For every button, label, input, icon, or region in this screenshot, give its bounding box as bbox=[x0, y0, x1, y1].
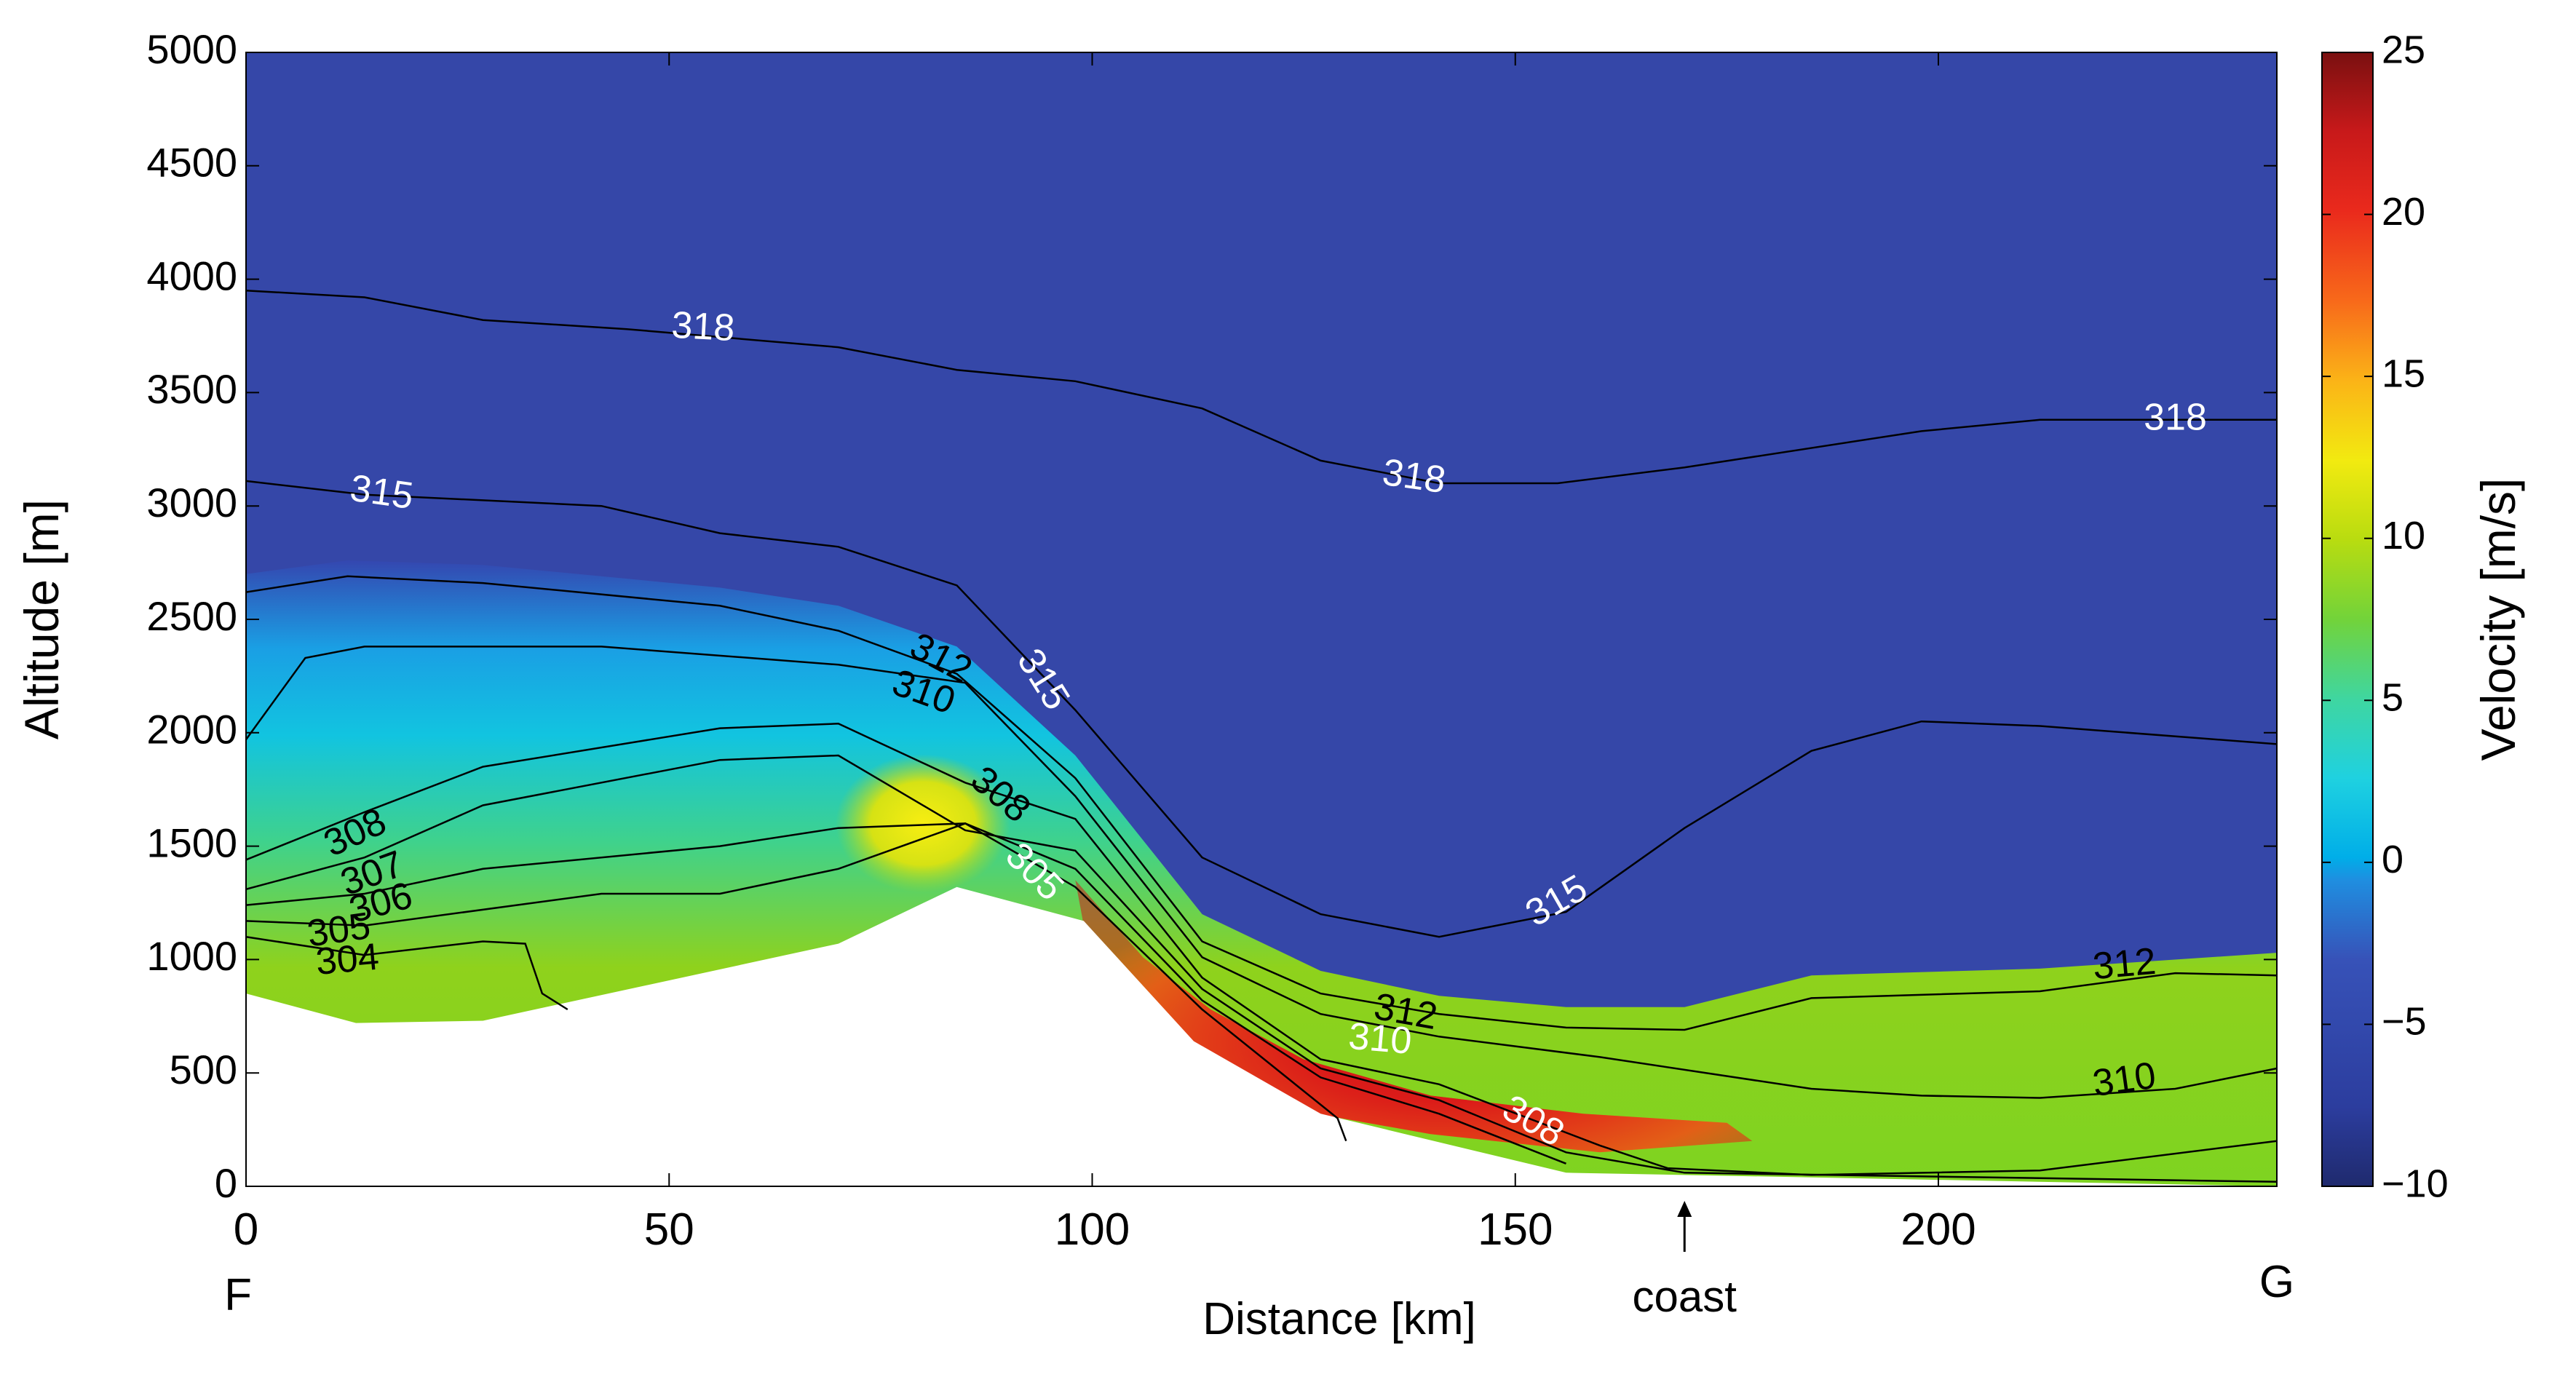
contour-line-307 bbox=[246, 754, 2277, 1183]
contour-label-310: 310 bbox=[2090, 1055, 2158, 1106]
y-tick-label: 4500 bbox=[146, 140, 237, 186]
colorbar-tick-label: 20 bbox=[2382, 190, 2425, 234]
terrain-mask bbox=[246, 886, 2277, 1186]
axes: 0 50 100 150 2000500100015002000250030003500… bbox=[146, 26, 2277, 1255]
end-point-label: G bbox=[2259, 1257, 2294, 1307]
contour-label-318: 318 bbox=[670, 304, 736, 349]
colorbar-ticks: 25 20 15 10 5 0 −5 −10 bbox=[2322, 28, 2449, 1205]
x-axis-label: Distance [km] bbox=[1202, 1294, 1476, 1344]
contour-label-310: 310 bbox=[1347, 1015, 1413, 1063]
y-tick-label: 4000 bbox=[146, 253, 237, 298]
contour-line-315 bbox=[246, 480, 2277, 938]
ridge-wind-maximum bbox=[836, 754, 1010, 893]
contour-318: 318 318 318 bbox=[246, 289, 2277, 502]
contour-line-310 bbox=[246, 646, 2277, 1099]
x-tick-label: 0 bbox=[234, 1205, 258, 1255]
colorbar-tick-label: 15 bbox=[2382, 352, 2425, 395]
colorbar-tick-label: −10 bbox=[2382, 1162, 2449, 1205]
contour-line-308 bbox=[246, 723, 2277, 1176]
y-tick-label: 3500 bbox=[146, 366, 237, 412]
contour-label-304: 304 bbox=[314, 936, 380, 983]
plot-area: 3183183183153153153123123123103103103083… bbox=[246, 52, 2277, 1186]
y-tick-label: 3000 bbox=[146, 480, 237, 525]
contour-line-318 bbox=[246, 289, 2277, 485]
contour-line-312 bbox=[246, 575, 2277, 1031]
contour-line-305 bbox=[246, 822, 1347, 1142]
colorbar-tick-label: −5 bbox=[2382, 1000, 2427, 1044]
contour-label-318: 318 bbox=[2144, 397, 2207, 439]
y-tick-label: 500 bbox=[170, 1047, 237, 1092]
x-tick-label: 100 bbox=[1055, 1205, 1130, 1255]
x-tick-label: 150 bbox=[1478, 1205, 1553, 1255]
start-point-label: F bbox=[224, 1270, 252, 1320]
y-tick-label: 2000 bbox=[146, 707, 237, 753]
y-tick-label: 1500 bbox=[146, 820, 237, 865]
x-tick-label: 50 bbox=[644, 1205, 694, 1255]
x-tick-label: 200 bbox=[1901, 1205, 1975, 1255]
contour-label-318: 318 bbox=[1380, 451, 1448, 502]
colorbar-gradient bbox=[2321, 52, 2374, 1187]
contour-label-315: 315 bbox=[347, 467, 416, 518]
colorbar-label: Velocity [m/s] bbox=[2471, 478, 2525, 761]
contour-label-312: 312 bbox=[2091, 940, 2157, 988]
coast-marker: coast bbox=[1633, 1201, 1737, 1321]
colorbar-tick-label: 0 bbox=[2382, 838, 2403, 881]
coast-arrow-head bbox=[1677, 1201, 1692, 1217]
colorbar-tick-label: 25 bbox=[2382, 28, 2425, 71]
colorbar-tick-label: 5 bbox=[2382, 676, 2403, 720]
contour-304: 304 bbox=[246, 935, 568, 1011]
contour-line-304 bbox=[246, 935, 568, 1011]
y-tick-label: 2500 bbox=[146, 593, 237, 639]
coast-label: coast bbox=[1633, 1272, 1737, 1321]
y-tick-label: 1000 bbox=[146, 933, 237, 979]
y-axis-label: Altitude [m] bbox=[15, 499, 68, 739]
y-tick-label: 5000 bbox=[146, 26, 237, 72]
colorbar: 25 20 15 10 5 0 −5 −10 Velocity [m/s] bbox=[2321, 28, 2525, 1205]
colorbar-tick-label: 10 bbox=[2382, 514, 2425, 557]
y-tick-label: 0 bbox=[215, 1160, 237, 1206]
